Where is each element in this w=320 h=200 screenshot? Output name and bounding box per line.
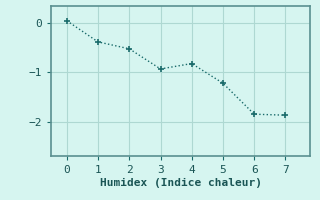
X-axis label: Humidex (Indice chaleur): Humidex (Indice chaleur) [100, 178, 262, 188]
